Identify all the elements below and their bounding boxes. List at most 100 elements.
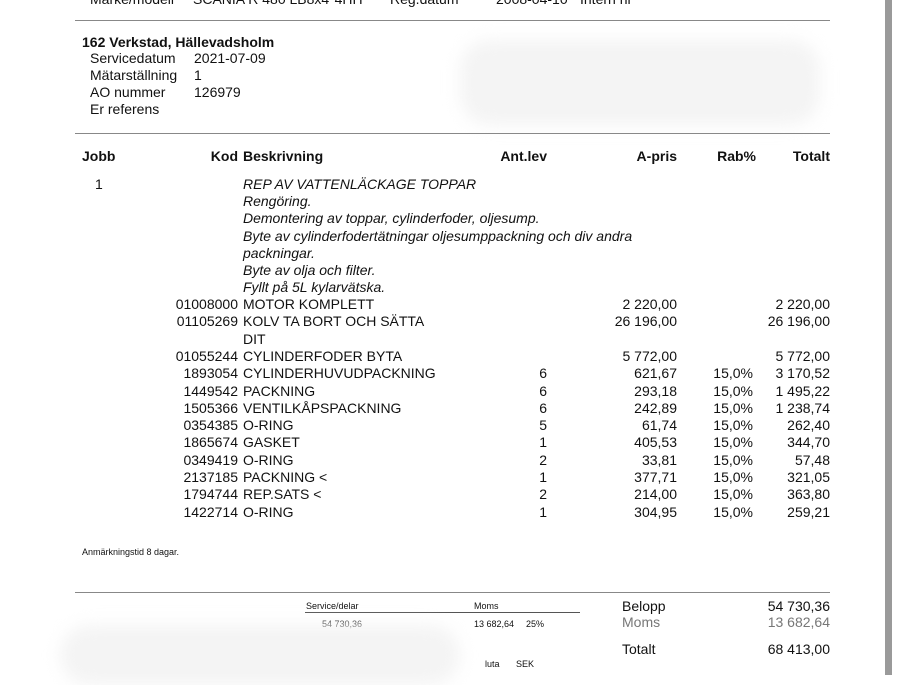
job-description-line: REP AV VATTENLÄCKAGE TOPPAR [243,176,477,192]
header-kod: Kod [210,148,238,164]
row-totalt: 3 170,52 [775,365,831,382]
page-edge-scrollbar [885,0,892,675]
row-rab: 15,0% [713,434,753,451]
moms-value: 13 682,64 [474,619,515,629]
row-totalt: 259,21 [787,503,830,520]
header-jobb: Jobb [82,148,116,164]
row-rab: 15,0% [713,417,753,434]
row-description: REP.SATS < [243,486,322,503]
moms-label: Moms [474,601,499,611]
row-apris: 293,18 [634,382,677,399]
row-description: PACKNING < [243,469,328,485]
service-value: 54 730,36 [322,619,363,629]
header-antlev: Ant.lev [500,148,547,164]
intern-nr-label: Intern nr [580,0,632,8]
moms-total-value: 13 682,64 [767,614,830,630]
field-label: Servicedatum [90,50,176,66]
row-kod: 01105269 [176,313,238,330]
model-label: Märke/modell [90,0,174,8]
row-kod: 01055244 [175,347,238,364]
field-value: 1 [194,67,202,83]
row-kod: 1893054 [183,365,238,382]
row-description: O-RING [243,417,294,434]
row-totalt: 321,05 [787,469,830,485]
row-rab: 15,0% [713,399,753,416]
row-description: MOTOR KOMPLETT [243,296,375,312]
totalt-label: Totalt [622,641,656,657]
row-rab: 15,0% [713,469,753,485]
field-value: 2021-07-09 [194,50,266,66]
row-apris: 405,53 [634,434,677,451]
row-apris: 33,81 [641,451,677,468]
row-apris: 26 196,00 [614,313,677,330]
field-label: Mätarställning [90,67,178,83]
row-antlev: 1 [539,469,547,485]
service-label: Service/delar [306,601,359,611]
row-totalt: 5 772,00 [775,347,831,364]
valuta-label: luta [485,659,500,669]
row-rab: 15,0% [713,503,753,520]
row-antlev: 6 [539,365,547,382]
moms-total-label: Moms [622,614,661,630]
model-value: SCANIA R 480 LB8x4*4HH [193,0,363,8]
row-antlev: 6 [539,399,547,416]
row-kod: 0354385 [183,417,238,434]
row-totalt: 1 495,22 [775,382,831,399]
row-totalt: 2 220,00 [775,296,831,312]
divider [75,592,830,593]
field-value: 126979 [194,84,241,100]
totalt-value: 68 413,00 [767,641,830,657]
row-rab: 15,0% [713,365,753,382]
moms-rate: 25% [526,619,545,629]
divider [75,20,830,21]
valuta-value: SEK [516,659,535,669]
row-description: O-RING [243,451,294,468]
summary-underline [305,612,580,613]
row-kod: 1865674 [183,434,238,451]
job-description-line: Demontering av toppar, cylinderfoder, ol… [243,210,540,227]
row-totalt: 363,80 [787,486,830,503]
remark-note: Anmärkningstid 8 dagar. [82,547,180,557]
row-totalt: 26 196,00 [767,313,830,330]
job-description-line: Byte av cylinderfodertätningar oljesumpp… [243,227,633,244]
redacted-area [60,625,460,685]
row-apris: 61,74 [641,417,677,434]
belopp-label: Belopp [622,598,666,614]
header-totalt: Totalt [792,148,830,164]
row-apris: 5 772,00 [622,347,678,364]
row-totalt: 262,40 [787,417,830,434]
row-totalt: 344,70 [787,434,830,451]
row-antlev: 1 [539,434,547,451]
reg-date-value: 2008-04-10 [496,0,568,8]
job-description-line: Rengöring. [243,193,312,210]
header-rab: Rab% [717,148,756,164]
row-description: O-RING [243,503,294,520]
row-antlev: 1 [539,503,547,520]
row-apris: 377,71 [634,469,677,485]
row-description: GASKET [243,434,300,451]
row-rab: 15,0% [713,486,753,503]
row-kod: 1422714 [183,503,238,520]
field-label: AO nummer [90,84,166,100]
row-description: PACKNING [243,382,316,399]
row-totalt: 1 238,74 [775,399,831,416]
job-number: 1 [95,176,103,192]
row-kod: 01008000 [175,296,238,312]
field-label: Er referens [90,101,160,117]
row-antlev: 5 [539,417,547,434]
row-apris: 242,89 [634,399,677,416]
row-apris: 304,95 [634,503,677,520]
row-apris: 621,67 [634,365,677,382]
divider [75,133,830,134]
row-rab: 15,0% [713,451,753,468]
row-description: CYLINDERHUVUDPACKNING [243,365,436,382]
row-apris: 214,00 [634,486,677,503]
row-antlev: 2 [539,486,547,503]
row-rab: 15,0% [713,382,753,399]
job-description-line: packningar. [243,244,315,261]
row-description: KOLV TA BORT OCH SÄTTA [243,313,425,330]
reg-date-label: Reg.datum [390,0,458,8]
row-description-cont: DIT [243,330,266,347]
header-apris: A-pris [636,148,677,164]
row-description: VENTILKÅPSPACKNING [243,399,402,416]
